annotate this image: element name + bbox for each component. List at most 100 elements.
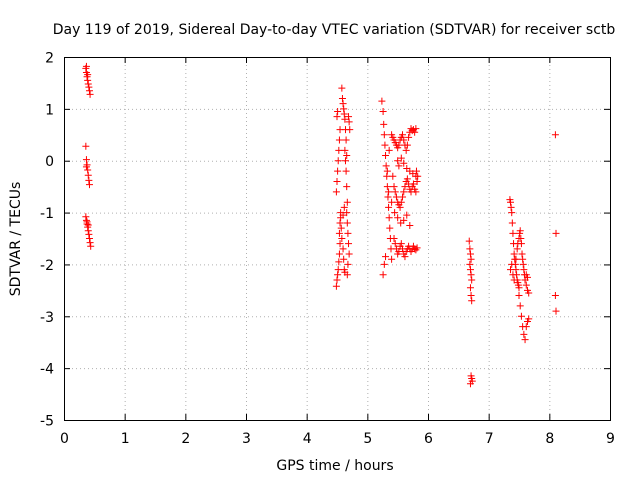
data-point (519, 255, 527, 263)
data-point (343, 183, 351, 191)
data-point (465, 237, 473, 245)
data-point (525, 315, 533, 323)
data-point (334, 271, 342, 279)
data-point (413, 244, 421, 252)
data-point (507, 198, 515, 206)
y-tick-label: -5 (40, 414, 54, 430)
data-point (399, 193, 407, 201)
data-point (85, 230, 93, 238)
data-point (85, 83, 93, 91)
data-point (334, 157, 342, 165)
data-point (340, 203, 348, 211)
data-point (345, 250, 353, 258)
data-point (403, 141, 411, 149)
data-point (380, 260, 388, 268)
data-point (523, 273, 531, 281)
data-point (403, 175, 411, 183)
data-point (399, 131, 407, 139)
data-point (412, 125, 420, 133)
data-point (84, 71, 92, 79)
data-point (466, 380, 474, 388)
data-point (517, 235, 525, 242)
data-point (515, 292, 523, 300)
data-point (397, 154, 405, 162)
data-point (508, 219, 516, 227)
data-point (341, 115, 349, 123)
data-point (339, 245, 347, 253)
data-point (85, 176, 93, 184)
data-point (82, 62, 90, 70)
data-point (510, 250, 518, 258)
data-point (466, 284, 474, 292)
data-point (512, 255, 520, 263)
data-point (551, 131, 559, 139)
data-point (390, 183, 398, 191)
data-point (510, 276, 518, 284)
data-point (467, 271, 475, 279)
x-tick-label: 4 (303, 431, 312, 447)
data-point (507, 203, 515, 211)
data-point (333, 113, 341, 121)
data-point (406, 222, 414, 230)
data-point (466, 260, 474, 268)
data-point (333, 276, 341, 284)
y-tick-label: 1 (45, 102, 54, 118)
data-point (522, 281, 530, 289)
data-point (414, 172, 422, 180)
data-point (401, 183, 409, 191)
data-point (378, 97, 386, 105)
data-point (84, 221, 92, 229)
data-point (411, 128, 419, 136)
data-point (343, 209, 351, 217)
data-point (336, 240, 344, 248)
data-point (382, 152, 390, 160)
data-point (514, 240, 522, 248)
plot-frame (64, 57, 611, 421)
data-point (338, 84, 346, 92)
x-tick-label: 6 (424, 431, 433, 447)
data-point (467, 255, 475, 263)
y-tick-label: -4 (40, 362, 54, 378)
data-point (84, 80, 92, 88)
data-point (388, 198, 396, 206)
data-point (552, 229, 560, 237)
data-point (343, 219, 351, 227)
data-point (338, 94, 346, 102)
data-point (341, 146, 349, 154)
data-point (515, 284, 523, 292)
data-point (383, 167, 391, 175)
y-tick-label: -2 (40, 258, 54, 274)
data-point (388, 255, 396, 263)
data-point (518, 250, 526, 258)
x-tick-label: 5 (363, 431, 372, 447)
x-axis-tick-labels: 0 1 2 3 4 5 6 7 8 9 (60, 431, 615, 447)
data-point (379, 107, 387, 115)
data-point (339, 100, 347, 108)
data-point (380, 120, 388, 128)
data-point (520, 330, 528, 338)
data-point (522, 323, 530, 331)
data-point (85, 235, 93, 242)
data-point (396, 203, 404, 211)
data-point (337, 224, 345, 232)
data-point (391, 188, 399, 196)
data-point (466, 266, 474, 274)
data-point (405, 133, 413, 141)
data-point (509, 271, 517, 279)
data-point (400, 216, 408, 224)
data-point (342, 167, 350, 175)
data-point (413, 177, 421, 185)
data-point (466, 245, 474, 253)
data-point (403, 211, 411, 219)
data-point (339, 211, 347, 219)
data-point (335, 250, 343, 258)
data-point (467, 292, 475, 300)
data-point (519, 260, 527, 268)
data-point (335, 146, 343, 154)
data-point (397, 198, 405, 206)
data-point (525, 289, 533, 297)
y-tick-label: -1 (40, 206, 54, 222)
data-point (386, 224, 394, 232)
data-point (335, 136, 343, 144)
data-point (392, 193, 400, 201)
